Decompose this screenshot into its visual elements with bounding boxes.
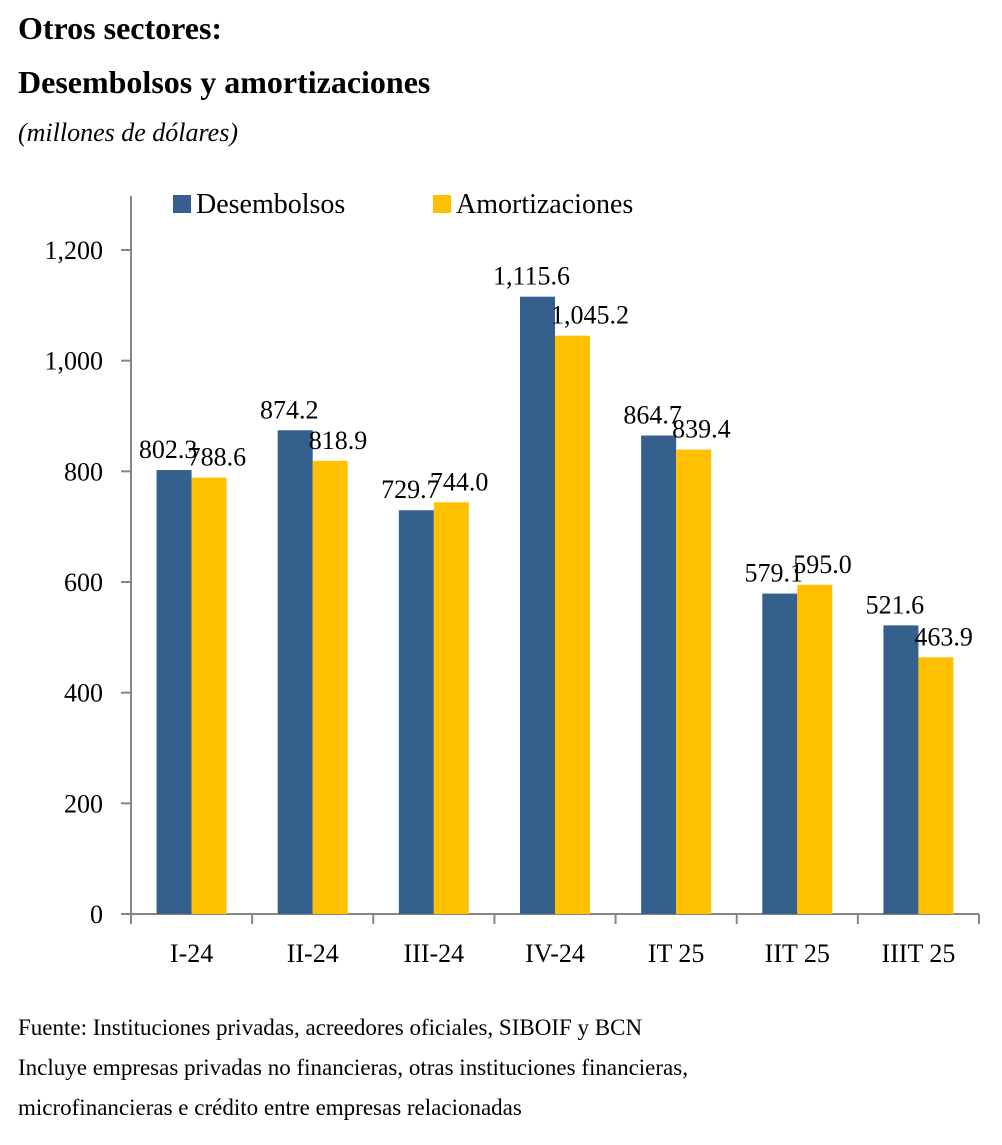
desembolsos-data-label: 802.3 <box>139 435 198 464</box>
footnote-line-2: microfinancieras e crédito entre empresa… <box>18 1095 522 1120</box>
source-note: Fuente: Instituciones privadas, acreedor… <box>18 1015 643 1040</box>
x-tick-label: III-24 <box>404 939 465 968</box>
desembolsos-bar <box>762 593 798 914</box>
legend-label-desembolsos: Desembolsos <box>196 189 345 220</box>
desembolsos-bar <box>883 625 919 914</box>
legend: Desembolsos Amortizaciones <box>173 189 633 220</box>
amortizaciones-data-label: 818.9 <box>309 426 368 455</box>
chart-title-line2: Desembolsos y amortizaciones <box>18 64 431 100</box>
chart-title-line1: Otros sectores: <box>18 10 223 46</box>
amortizaciones-bar <box>918 657 954 914</box>
desembolsos-data-label: 579.1 <box>745 559 804 588</box>
bar-chart: 0 200 400 600 800 1,000 1,200 I-24 II-24 III-24 IV… <box>45 189 980 968</box>
y-tick-label: 0 <box>90 900 103 929</box>
x-tick-label: IT 25 <box>648 939 705 968</box>
x-tick-label: IIIT 25 <box>881 939 955 968</box>
amortizaciones-data-label: 839.4 <box>672 415 731 444</box>
y-tick-label: 200 <box>64 789 103 818</box>
desembolsos-data-label: 521.6 <box>866 590 925 619</box>
desembolsos-bar <box>641 435 677 914</box>
amortizaciones-bar <box>191 477 227 914</box>
amortizaciones-data-label: 595.0 <box>793 550 852 579</box>
x-tick-label: IIT 25 <box>765 939 830 968</box>
x-tick-label: II-24 <box>287 939 339 968</box>
desembolsos-bar <box>398 510 434 914</box>
desembolsos-data-label: 1,115.6 <box>493 262 570 291</box>
amortizaciones-bar <box>676 449 712 914</box>
x-tick-label: IV-24 <box>525 939 585 968</box>
legend-swatch-desembolsos <box>173 195 191 213</box>
desembolsos-data-label: 864.7 <box>623 401 682 430</box>
footnote-line-1: Incluye empresas privadas no financieras… <box>18 1055 688 1080</box>
desembolsos-data-label: 729.7 <box>381 475 440 504</box>
chart-subtitle: (millones de dólares) <box>18 118 238 147</box>
desembolsos-bar <box>156 470 192 914</box>
amortizaciones-data-label: 1,045.2 <box>551 301 629 330</box>
legend-label-amortizaciones: Amortizaciones <box>456 189 633 220</box>
amortizaciones-bar <box>312 460 348 914</box>
amortizaciones-data-label: 744.0 <box>430 467 489 496</box>
y-tick-label: 1,200 <box>45 236 104 265</box>
desembolsos-bar <box>520 296 555 915</box>
y-tick-label: 800 <box>64 457 103 486</box>
bars <box>156 296 954 915</box>
legend-swatch-amortizaciones <box>433 195 451 213</box>
amortizaciones-bar <box>797 584 833 914</box>
desembolsos-bar <box>277 430 313 914</box>
y-tick-label: 400 <box>64 679 103 708</box>
y-tick-label: 1,000 <box>45 347 104 376</box>
y-tick-label: 600 <box>64 568 103 597</box>
desembolsos-data-label: 874.2 <box>260 395 319 424</box>
axes: 0 200 400 600 800 1,000 1,200 I-24 II-24 III-24 IV… <box>45 196 980 968</box>
x-tick-label: I-24 <box>170 939 213 968</box>
amortizaciones-bar <box>555 335 590 914</box>
amortizaciones-data-label: 463.9 <box>914 622 973 651</box>
amortizaciones-data-label: 788.6 <box>188 443 247 472</box>
amortizaciones-bar <box>433 502 469 914</box>
